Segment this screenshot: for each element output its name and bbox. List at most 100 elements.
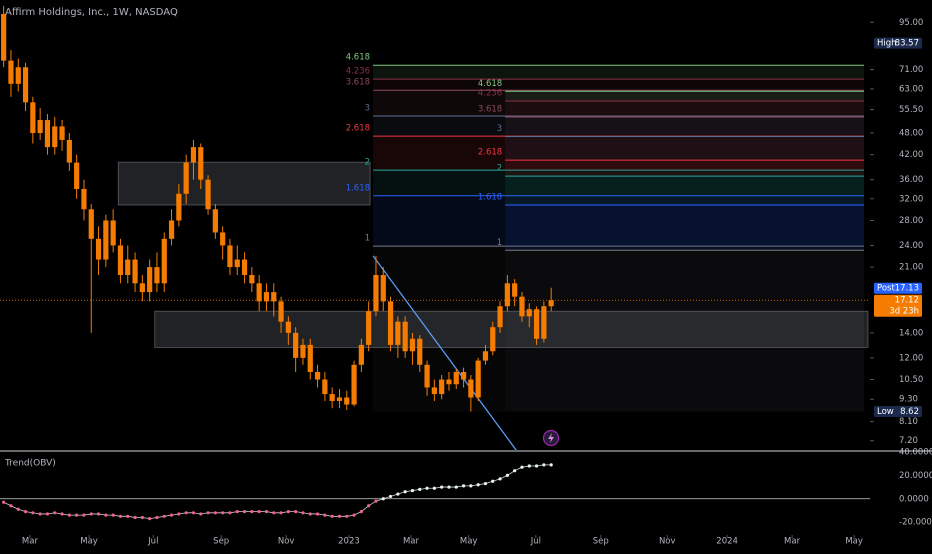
candle-body [220, 232, 226, 246]
candle-body [139, 283, 145, 293]
candle-body [424, 364, 430, 388]
candle-body [256, 283, 262, 302]
y-tick-label: 7.20 [899, 436, 918, 446]
candle-body [1, 13, 7, 61]
candle-body [490, 327, 496, 352]
indicator-dot [374, 499, 378, 503]
price-tag-label: Post [877, 284, 895, 294]
main-pane: 4.6184.2363.61832.61821.61814.6184.2363.… [0, 6, 870, 450]
indicator-dot [162, 514, 166, 518]
indicator-dot [418, 487, 422, 492]
y-tick-label: 24.00 [899, 241, 923, 251]
y-tick-label: 10.50 [899, 375, 923, 385]
candle-body [161, 238, 167, 284]
indicator-dot [367, 504, 371, 508]
y-tick-label: 8.10 [899, 417, 918, 427]
indicator-dot [140, 515, 144, 520]
price-tag [874, 406, 922, 418]
indicator-tick-label: 40.0000 [899, 448, 932, 458]
indicator-dot [425, 486, 429, 490]
candle-body [395, 321, 401, 345]
candle-body [88, 209, 94, 239]
x-tick-label: Mar [22, 537, 39, 547]
candle-body [380, 275, 386, 302]
indicator-dot [301, 511, 305, 515]
candle-body [198, 147, 204, 180]
x-tick-label: May [460, 537, 478, 547]
fib-label: 1.618 [346, 183, 370, 193]
fib-label: 2.618 [478, 148, 502, 158]
y-tick-label: 14.00 [899, 328, 923, 338]
indicator-dot [396, 492, 400, 496]
indicator-dot [213, 511, 217, 515]
indicator-name: Trend(OBV) [4, 459, 56, 469]
candle-body [336, 397, 343, 401]
indicator-dot [148, 517, 152, 521]
indicator-dot [126, 514, 130, 518]
candle-body [37, 120, 43, 134]
indicator-dot [352, 513, 356, 517]
candle-body [241, 259, 248, 276]
price-tag [874, 294, 922, 317]
candle-body [147, 267, 153, 293]
candle-body [44, 120, 51, 148]
fib-label: 3.618 [478, 104, 502, 114]
indicator-dot [221, 511, 225, 515]
indicator-dot [359, 510, 363, 514]
fib-label: 4.618 [346, 53, 370, 63]
indicator-dot [118, 514, 123, 518]
candle-body [234, 259, 240, 268]
price-tag-value: 83.57 [895, 39, 919, 49]
candle-body [409, 338, 416, 352]
x-tick-label: Sep [213, 537, 229, 547]
zone [117, 161, 371, 206]
fib-label: 2 [497, 164, 502, 174]
candle-body [468, 379, 474, 398]
indicator-dot [483, 481, 488, 486]
candle-body [176, 193, 182, 221]
y-tick-label: 28.00 [899, 216, 923, 226]
indicator-dot [191, 511, 196, 515]
indicator-dot [549, 463, 553, 467]
candle-body [190, 147, 197, 163]
indicator-dot [257, 510, 261, 514]
candle-body [373, 275, 379, 312]
candle-body [212, 209, 218, 233]
candle-body [322, 379, 328, 395]
indicator-dot [476, 483, 480, 487]
indicator-dot [345, 514, 349, 518]
fib-band [373, 136, 864, 171]
candle-body [460, 371, 467, 380]
candle-body [504, 283, 510, 307]
y-tick-label: 48.00 [899, 129, 923, 139]
candle-body [519, 296, 525, 317]
candle-body [271, 292, 277, 302]
indicator-dot [82, 513, 86, 517]
trendline [372, 255, 517, 450]
candle-body [66, 139, 72, 163]
y-tick-label: 42.00 [899, 150, 923, 160]
fib-label: 4.236 [346, 67, 370, 77]
price-tag [874, 282, 922, 294]
x-tick-label: Sep [593, 537, 609, 547]
chart-title: Affirm Holdings, Inc., 1W, NASDAQ [5, 7, 178, 18]
candle-body [168, 220, 175, 239]
indicator-dot [38, 512, 42, 516]
candle-body [117, 245, 124, 276]
x-tick-label: Nov [659, 537, 676, 547]
fib-band [373, 195, 864, 247]
candle-body [285, 321, 291, 333]
price-tag-value: 17.12 [895, 296, 919, 306]
indicator-dot [315, 512, 320, 516]
candle-body [358, 344, 364, 365]
x-tick-label: May [845, 537, 863, 547]
indicator-pane [0, 463, 870, 521]
y-tick-label: 12.00 [899, 353, 923, 363]
candle-body [8, 60, 14, 84]
indicator-dot [250, 510, 254, 514]
y-tick-label: 63.00 [899, 84, 923, 94]
candle-body [351, 364, 357, 405]
x-tick-label: Jul [530, 537, 541, 547]
indicator-line [3, 464, 552, 520]
